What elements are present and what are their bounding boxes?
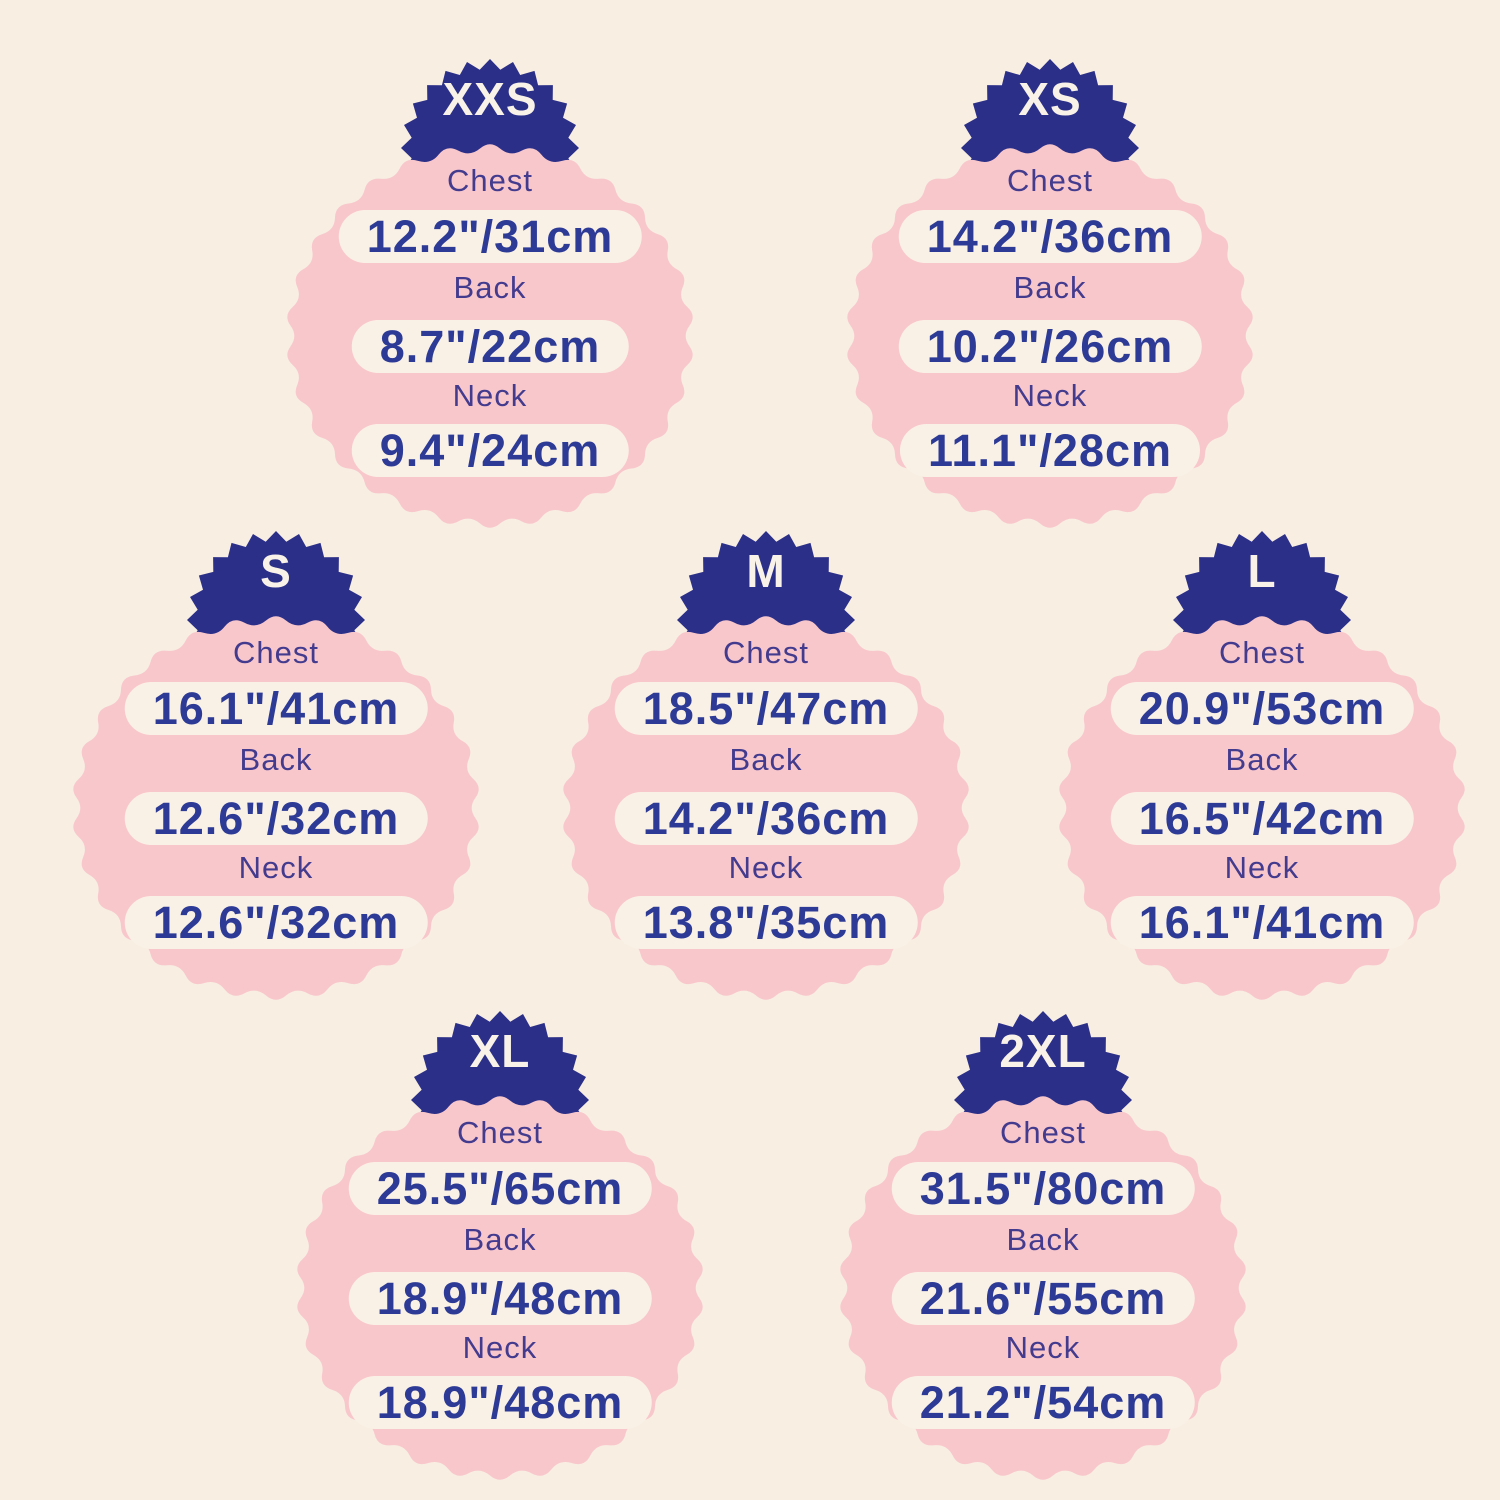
chest-label: Chest — [233, 635, 319, 670]
chest-label: Chest — [723, 635, 809, 670]
size-badge-s: S Chest 16.1"/41cm Back 12.6"/32cm Neck … — [56, 528, 496, 1020]
size-badge-l: L Chest 20.9"/53cm Back 16.5"/42cm Neck … — [1042, 528, 1482, 1020]
size-name: XXS — [442, 73, 538, 125]
chest-value-pill: 12.2"/31cm — [338, 210, 642, 263]
back-label: Back — [239, 742, 313, 777]
neck-value-pill: 13.8"/35cm — [614, 896, 918, 949]
neck-label: Neck — [1005, 1330, 1081, 1365]
chest-value-pill: 20.9"/53cm — [1110, 682, 1414, 735]
neck-value-pill: 18.9"/48cm — [348, 1376, 652, 1429]
size-name: L — [1247, 545, 1277, 597]
chest-label: Chest — [457, 1115, 543, 1150]
chest-value-pill: 14.2"/36cm — [898, 210, 1202, 263]
chest-value-pill: 16.1"/41cm — [124, 682, 428, 735]
back-label: Back — [729, 742, 803, 777]
neck-label: Neck — [238, 850, 314, 885]
chest-label: Chest — [1219, 635, 1305, 670]
neck-label: Neck — [462, 1330, 538, 1365]
back-value-pill: 21.6"/55cm — [891, 1272, 1195, 1325]
neck-value-pill: 9.4"/24cm — [351, 424, 629, 477]
size-badge-xl: XL Chest 25.5"/65cm Back 18.9"/48cm Neck… — [280, 1008, 720, 1500]
size-badge-xs: XS Chest 14.2"/36cm Back 10.2"/26cm Neck… — [830, 56, 1270, 548]
chest-value-pill: 31.5"/80cm — [891, 1162, 1195, 1215]
neck-label: Neck — [452, 378, 528, 413]
size-name: M — [746, 545, 786, 597]
size-badge-m: M Chest 18.5"/47cm Back 14.2"/36cm Neck … — [546, 528, 986, 1020]
neck-label: Neck — [1224, 850, 1300, 885]
back-label: Back — [1006, 1222, 1080, 1257]
neck-value-pill: 16.1"/41cm — [1110, 896, 1414, 949]
back-value-pill: 12.6"/32cm — [124, 792, 428, 845]
neck-value-pill: 21.2"/54cm — [891, 1376, 1195, 1429]
back-label: Back — [1225, 742, 1299, 777]
neck-label: Neck — [728, 850, 804, 885]
neck-value-pill: 12.6"/32cm — [124, 896, 428, 949]
size-badge-xxs: XXS Chest 12.2"/31cm Back 8.7"/22cm Neck… — [270, 56, 710, 548]
size-name: XL — [469, 1025, 531, 1077]
chest-label: Chest — [447, 163, 533, 198]
size-badge-2xl: 2XL Chest 31.5"/80cm Back 21.6"/55cm Nec… — [823, 1008, 1263, 1500]
back-label: Back — [453, 270, 527, 305]
chest-value-pill: 25.5"/65cm — [348, 1162, 652, 1215]
size-name: S — [260, 545, 292, 597]
back-value-pill: 14.2"/36cm — [614, 792, 918, 845]
size-name: XS — [1018, 73, 1082, 125]
neck-value-pill: 11.1"/28cm — [899, 424, 1201, 477]
back-label: Back — [1013, 270, 1087, 305]
back-value-pill: 16.5"/42cm — [1110, 792, 1414, 845]
back-value-pill: 10.2"/26cm — [898, 320, 1202, 373]
back-value-pill: 18.9"/48cm — [348, 1272, 652, 1325]
chest-label: Chest — [1007, 163, 1093, 198]
neck-label: Neck — [1012, 378, 1088, 413]
chest-value-pill: 18.5"/47cm — [614, 682, 918, 735]
size-name: 2XL — [999, 1025, 1087, 1077]
back-label: Back — [463, 1222, 537, 1257]
back-value-pill: 8.7"/22cm — [351, 320, 629, 373]
chest-label: Chest — [1000, 1115, 1086, 1150]
